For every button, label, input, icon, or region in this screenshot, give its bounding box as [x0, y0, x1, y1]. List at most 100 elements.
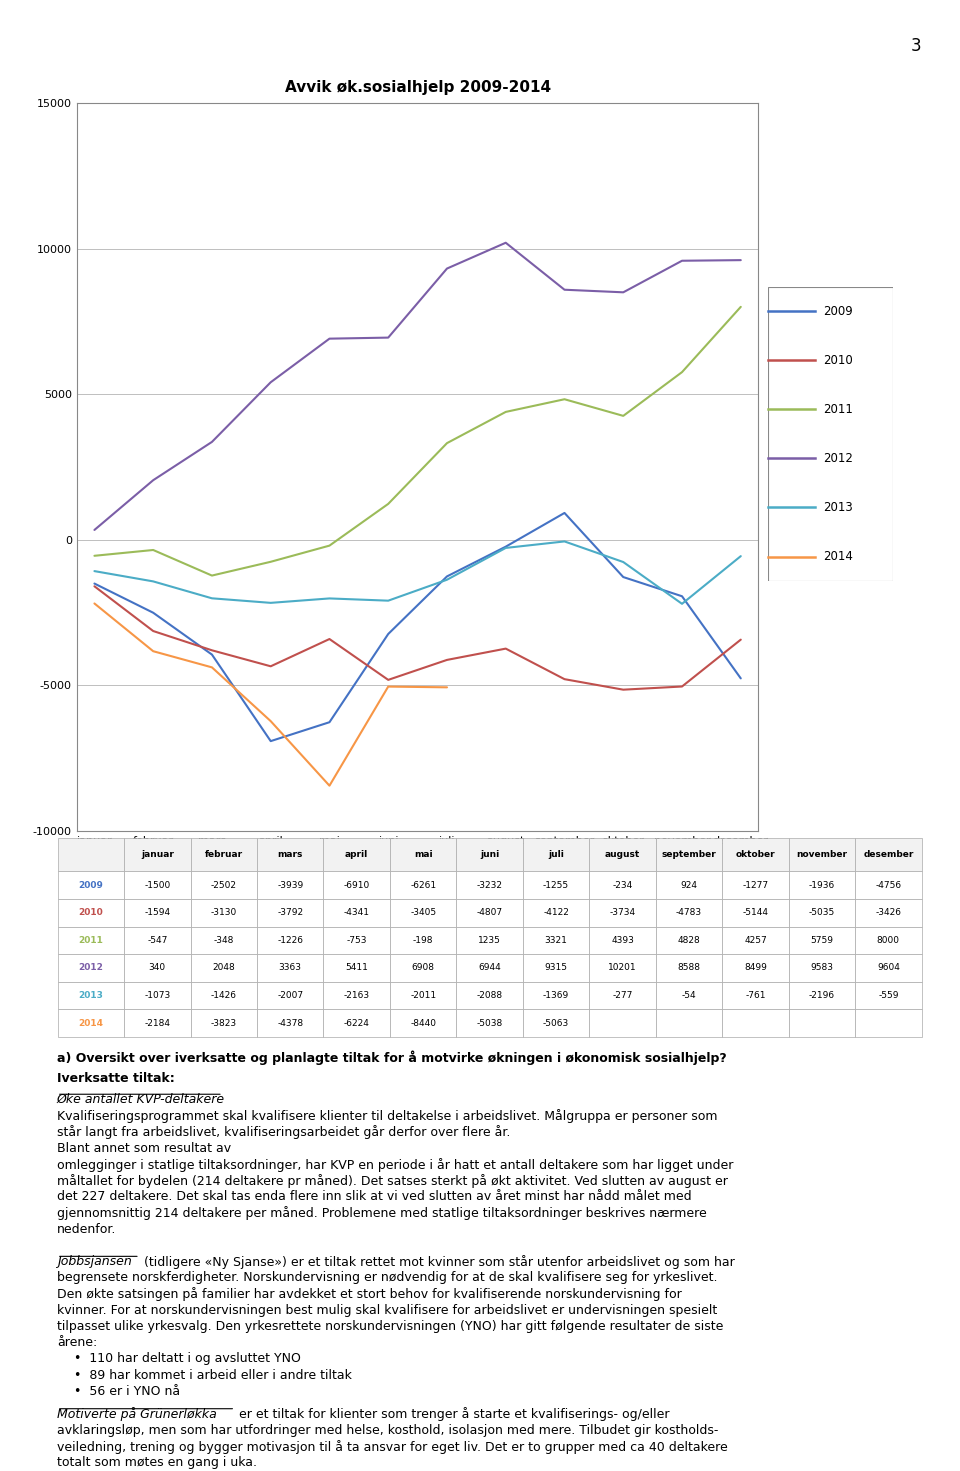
2014 — [382, 678, 394, 696]
Text: (tidligere «Ny Sjanse») er et tiltak rettet mot kvinner som står utenfor arbeids: (tidligere «Ny Sjanse») er et tiltak ret… — [140, 1255, 734, 1269]
2010 — [617, 681, 629, 699]
Text: kvinner. For at norskundervisningen best mulig skal kvalifisere for arbeidslivet: kvinner. For at norskundervisningen best… — [57, 1303, 717, 1317]
2012 — [265, 374, 276, 391]
Text: •  56 er i YNO nå: • 56 er i YNO nå — [75, 1384, 180, 1397]
2012 — [88, 521, 100, 538]
Text: •  89 har kommet i arbeid eller i andre tiltak: • 89 har kommet i arbeid eller i andre t… — [75, 1368, 352, 1381]
2009 — [206, 646, 218, 663]
2010 — [324, 630, 335, 647]
2011 — [206, 566, 218, 584]
Text: 3: 3 — [911, 37, 922, 54]
Text: Kvalifiseringsprogrammet skal kvalifisere klienter til deltakelse i arbeidslivet: Kvalifiseringsprogrammet skal kvalifiser… — [57, 1109, 717, 1124]
Text: årene:: årene: — [57, 1336, 97, 1349]
2009 — [500, 538, 512, 556]
2014 — [148, 643, 159, 660]
2014 — [265, 712, 276, 730]
Text: tilpasset ulike yrkesvalg. Den yrkesrettete norskundervisningen (YNO) har gitt f: tilpasset ulike yrkesvalg. Den yrkesrett… — [57, 1319, 723, 1333]
2009 — [676, 587, 687, 605]
2009 — [265, 733, 276, 750]
2013 — [88, 562, 100, 580]
2010 — [559, 671, 570, 688]
2011 — [88, 547, 100, 565]
2011 — [382, 496, 394, 513]
Line: 2011: 2011 — [94, 307, 741, 575]
2014 — [324, 777, 335, 794]
2011 — [324, 537, 335, 555]
2010 — [735, 631, 747, 649]
Text: veiledning, trening og bygger motivasjon til å ta ansvar for eget liv. Det er to: veiledning, trening og bygger motivasjon… — [57, 1440, 728, 1453]
Text: 2010: 2010 — [823, 355, 852, 366]
2012 — [735, 252, 747, 269]
2011 — [676, 363, 687, 381]
2011 — [442, 434, 453, 452]
2010 — [500, 640, 512, 658]
Text: 2012: 2012 — [823, 452, 852, 465]
2011 — [500, 403, 512, 421]
Line: 2014: 2014 — [94, 603, 447, 786]
Text: nedenfor.: nedenfor. — [57, 1222, 116, 1236]
Title: Avvik øk.sosialhjelp 2009-2014: Avvik øk.sosialhjelp 2009-2014 — [284, 79, 551, 94]
Text: Iverksatte tiltak:: Iverksatte tiltak: — [57, 1072, 175, 1086]
2012 — [559, 281, 570, 299]
Text: Motiverte på Grünerløkka: Motiverte på Grünerløkka — [57, 1408, 217, 1421]
Text: 2014: 2014 — [823, 550, 852, 563]
2010 — [206, 641, 218, 659]
2011 — [735, 299, 747, 316]
Line: 2013: 2013 — [94, 541, 741, 603]
2010 — [265, 658, 276, 675]
Text: totalt som møtes en gang i uka.: totalt som møtes en gang i uka. — [57, 1456, 257, 1470]
2013 — [500, 538, 512, 556]
Text: omlegginger i statlige tiltaksordninger, har KVP en periode i år hatt et antall : omlegginger i statlige tiltaksordninger,… — [57, 1158, 733, 1172]
Text: måltallet for bydelen (214 deltakere pr måned). Det satses sterkt på økt aktivit: måltallet for bydelen (214 deltakere pr … — [57, 1174, 728, 1189]
2014 — [88, 594, 100, 612]
2012 — [617, 284, 629, 302]
2010 — [442, 652, 453, 669]
2013 — [676, 594, 687, 612]
2009 — [148, 605, 159, 622]
Text: 2009: 2009 — [823, 304, 852, 318]
2011 — [265, 553, 276, 571]
Line: 2009: 2009 — [94, 513, 741, 741]
Text: Blant annet som resultat av: Blant annet som resultat av — [57, 1141, 231, 1155]
2013 — [442, 571, 453, 588]
2014 — [206, 659, 218, 677]
Line: 2012: 2012 — [94, 243, 741, 530]
2010 — [382, 671, 394, 688]
2013 — [206, 590, 218, 608]
Text: Den økte satsingen på familier har avdekket et stort behov for kvalifiserende no: Den økte satsingen på familier har avdek… — [57, 1287, 682, 1302]
2009 — [88, 575, 100, 593]
Text: a) Oversikt over iverksatte og planlagte tiltak for å motvirke økningen i økonom: a) Oversikt over iverksatte og planlagte… — [57, 1050, 727, 1065]
2012 — [676, 252, 687, 269]
2010 — [676, 678, 687, 696]
Text: 2013: 2013 — [823, 502, 852, 513]
2013 — [265, 594, 276, 612]
2009 — [617, 568, 629, 585]
2010 — [88, 578, 100, 596]
2013 — [735, 547, 747, 565]
Text: Jobbsjansen: Jobbsjansen — [57, 1255, 132, 1268]
2011 — [559, 390, 570, 407]
2012 — [324, 330, 335, 347]
2012 — [148, 471, 159, 488]
2012 — [500, 234, 512, 252]
Text: begrensete norskferdigheter. Norskundervisning er nødvendig for at de skal kvali: begrensete norskferdigheter. Norskunderv… — [57, 1271, 717, 1284]
Text: gjennomsnittig 214 deltakere per måned. Problemene med statlige tiltaksordninger: gjennomsnittig 214 deltakere per måned. … — [57, 1206, 707, 1221]
2013 — [559, 533, 570, 550]
2009 — [324, 713, 335, 731]
2013 — [324, 590, 335, 608]
Text: avklaringsløp, men som har utfordringer med helse, kosthold, isolasjon med mere.: avklaringsløp, men som har utfordringer … — [57, 1424, 718, 1437]
Text: står langt fra arbeidslivet, kvalifiseringsarbeidet går derfor over flere år.: står langt fra arbeidslivet, kvalifiseri… — [57, 1125, 510, 1140]
Text: Øke antallet KVP-deltakere: Øke antallet KVP-deltakere — [57, 1093, 225, 1106]
2013 — [617, 553, 629, 571]
Line: 2010: 2010 — [94, 587, 741, 690]
2012 — [206, 432, 218, 450]
2011 — [148, 541, 159, 559]
2013 — [148, 572, 159, 590]
2014 — [442, 678, 453, 696]
2013 — [382, 591, 394, 609]
2009 — [442, 568, 453, 585]
Text: 2011: 2011 — [823, 403, 852, 416]
2012 — [382, 330, 394, 347]
2009 — [735, 669, 747, 687]
2009 — [559, 505, 570, 522]
